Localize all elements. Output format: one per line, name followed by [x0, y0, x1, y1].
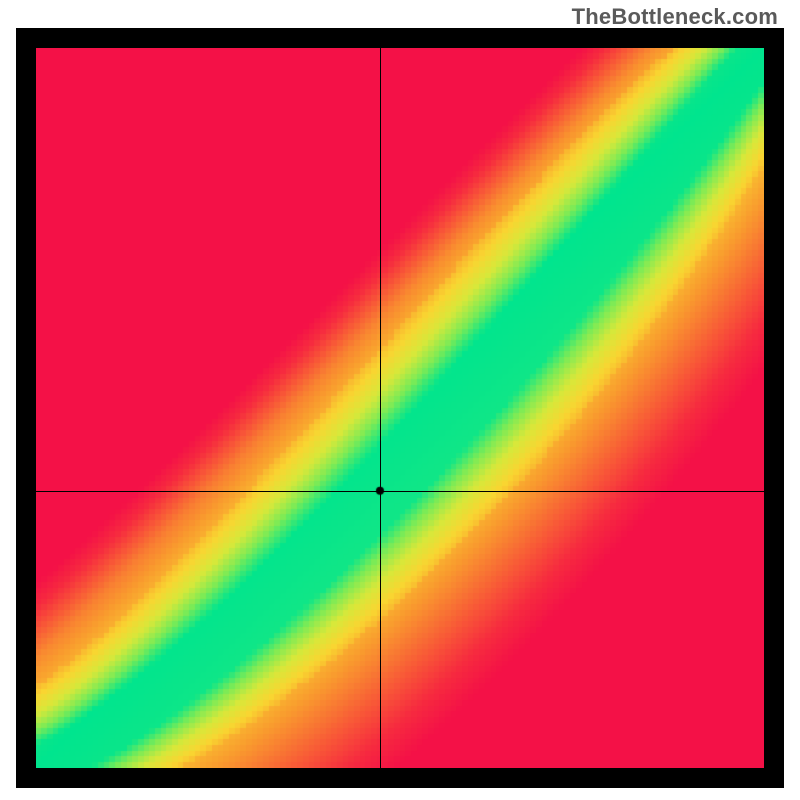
plot-area — [36, 48, 764, 768]
intersection-marker — [36, 48, 764, 768]
chart-container: TheBottleneck.com — [0, 0, 800, 800]
brand-label: TheBottleneck.com — [572, 4, 778, 30]
chart-frame — [16, 28, 784, 788]
